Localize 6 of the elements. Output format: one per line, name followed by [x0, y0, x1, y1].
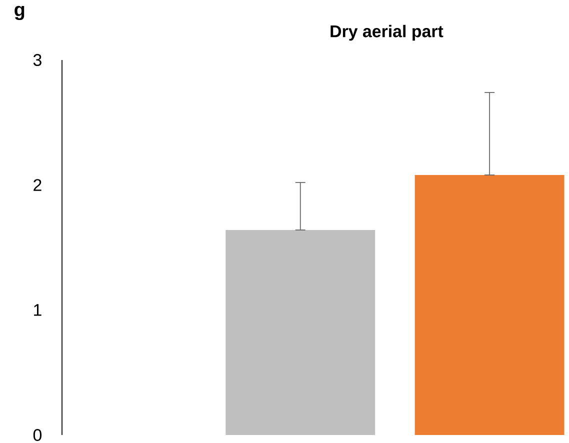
- y-tick-label: 0: [33, 428, 42, 441]
- y-tick-label: 2: [34, 179, 42, 191]
- y-tick-label: 3: [33, 54, 42, 66]
- y-axis-title: g: [14, 6, 24, 20]
- chart-title: Dry aerial part: [330, 24, 444, 41]
- y-tick-label: 1: [34, 304, 42, 316]
